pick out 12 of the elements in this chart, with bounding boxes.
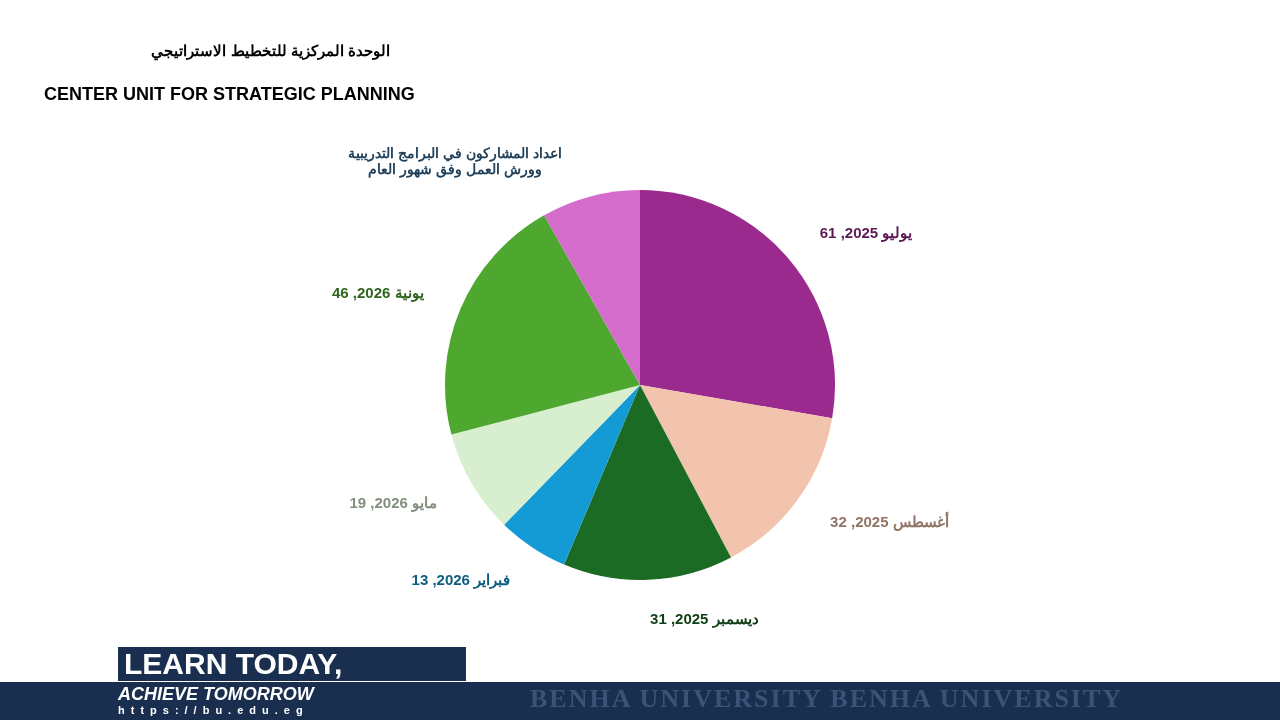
slice-label: مايو 2026, 19 xyxy=(349,493,438,512)
slice-label: أغسطس 2025, 32 xyxy=(830,511,949,532)
text: ACHIEVE TOMORROW xyxy=(118,684,314,705)
text: CENTER UNIT FOR STRATEGIC PLANNING xyxy=(44,84,415,105)
slice-label: يوليو 2025, 61 xyxy=(819,223,913,242)
slice-label: فبراير 2026, 13 xyxy=(411,571,511,589)
text: الوحدة المركزية للتخطيط الاستراتيجي xyxy=(150,42,390,60)
text: LEARN TODAY, xyxy=(118,647,466,681)
text: https://bu.edu.eg xyxy=(118,704,309,716)
slice-label: يونية 2026, 46 xyxy=(331,283,424,302)
chart-title: اعداد المشاركون في البرامج التدريبية وورش العمل وفق شهور العام xyxy=(347,145,563,177)
slice-label: ديسمبر 2025, 31 xyxy=(650,609,759,628)
